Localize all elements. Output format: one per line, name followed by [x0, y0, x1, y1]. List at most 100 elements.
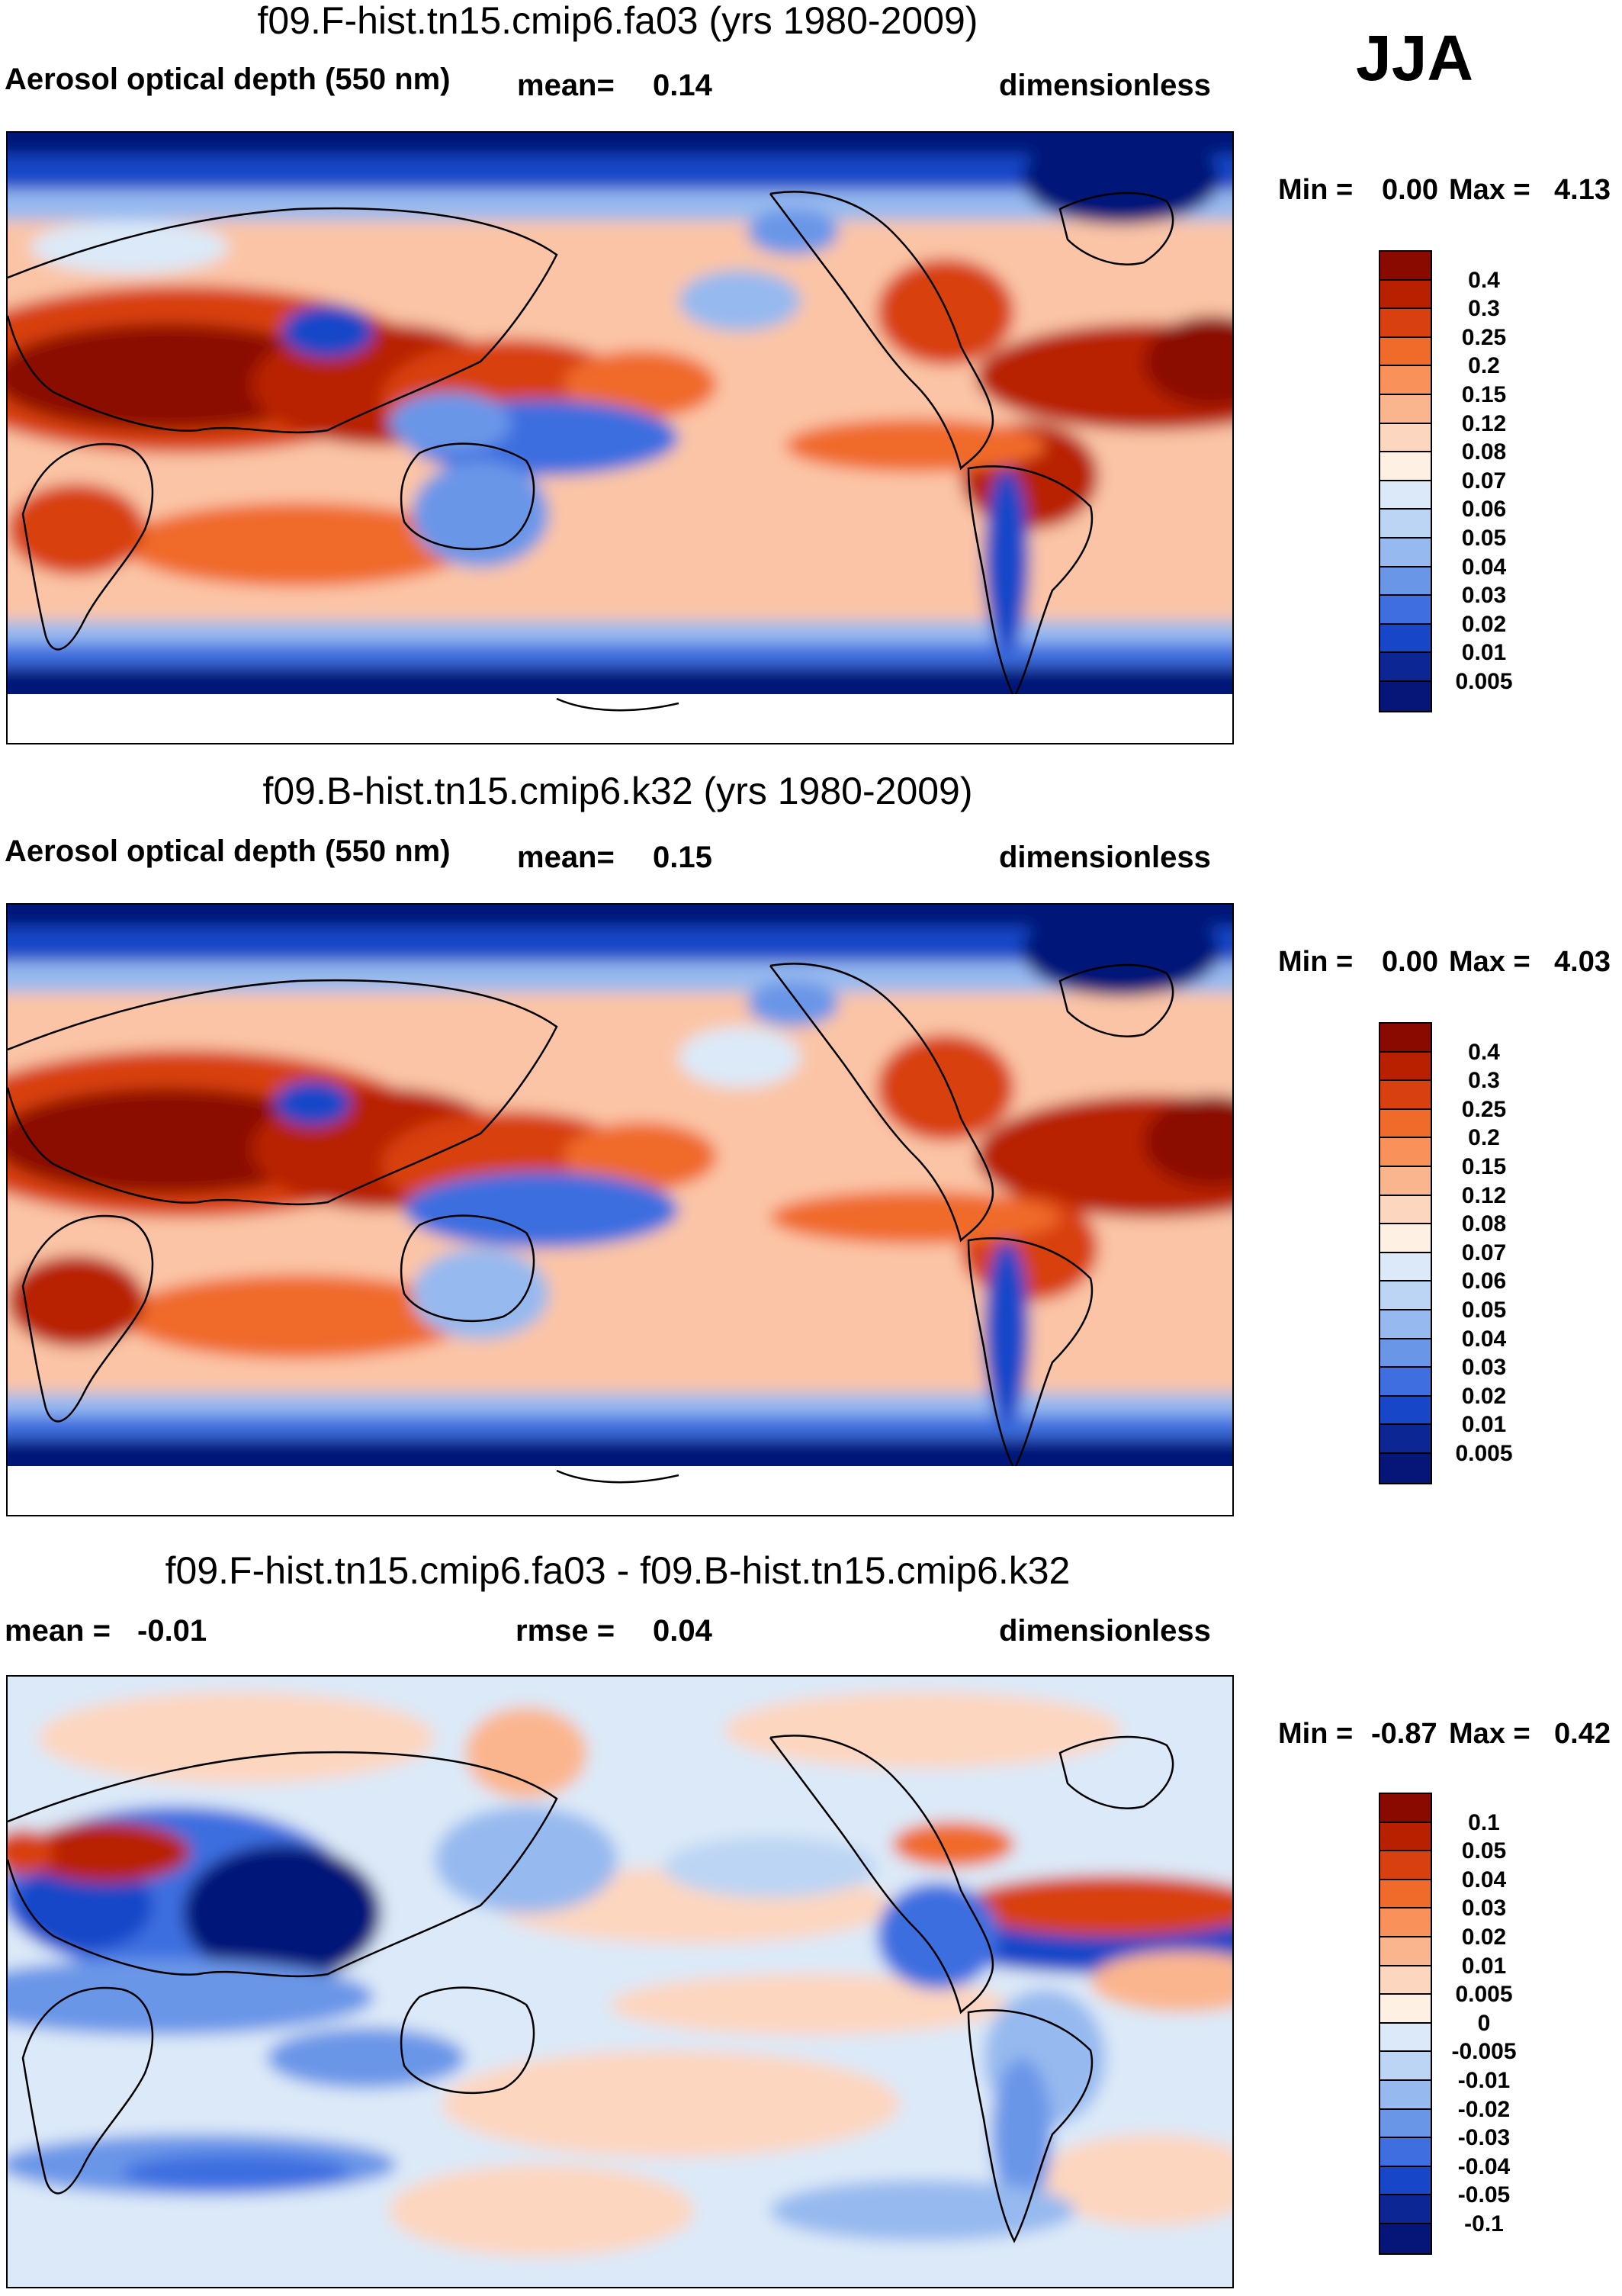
colorbar-level-label: 0.12 [1461, 1182, 1507, 1208]
colorbar-level-label: 0.03 [1461, 1355, 1507, 1381]
colorbar-swatch [1380, 1425, 1431, 1454]
panel-3-rmse-value: 0.04 [653, 1614, 712, 1648]
panel-2-max-value: 4.03 [1554, 946, 1611, 978]
colorbar-swatch [1380, 423, 1431, 453]
colorbar-swatch [1380, 538, 1431, 568]
panel-3-units: dimensionless [999, 1614, 1211, 1648]
colorbar-swatch [1380, 2224, 1431, 2253]
colorbar-level-label: 0.3 [1468, 296, 1500, 322]
colorbar-level-label: 0.005 [1455, 669, 1513, 694]
colorbar-swatch [1380, 681, 1431, 711]
colorbar-swatch [1380, 1822, 1431, 1852]
panel-2-min-label: Min = [1278, 946, 1354, 978]
colorbar-swatch [1380, 394, 1431, 424]
colorbar-level-label: 0.04 [1461, 1326, 1507, 1352]
panel-2-variable: Aerosol optical depth (550 nm) [5, 834, 451, 868]
colorbar-level-label: 0 [1477, 2010, 1491, 2036]
colorbar-swatch [1380, 1851, 1431, 1880]
colorbar-level-label: 0.4 [1468, 267, 1500, 293]
colorbar-swatch [1380, 1995, 1431, 2024]
colorbar-swatch [1380, 1138, 1431, 1167]
colorbar-level-label: 0.05 [1461, 1838, 1507, 1864]
colorbar-level-label: 0.15 [1461, 382, 1507, 407]
panel-3-rmse-label: rmse = [516, 1614, 615, 1648]
colorbar-swatch [1380, 1453, 1431, 1483]
panel-1-map [6, 131, 1234, 744]
panel-1-max-label: Max = [1449, 174, 1530, 206]
panel-1-variable: Aerosol optical depth (550 nm) [5, 63, 451, 96]
panel-1-colorbar [1379, 250, 1432, 712]
colorbar-swatch [1380, 1909, 1431, 1937]
colorbar-level-label: -0.05 [1457, 2182, 1511, 2208]
panel-3-mean-value: -0.01 [137, 1614, 207, 1648]
colorbar-level-label: 0.07 [1461, 468, 1507, 494]
colorbar-swatch [1380, 309, 1431, 338]
colorbar-swatch [1380, 1937, 1431, 1966]
panel-2-max-label: Max = [1449, 946, 1530, 978]
colorbar-level-label: 0.03 [1461, 583, 1507, 609]
colorbar-swatch [1380, 1166, 1431, 1196]
panel-1-min-value: 0.00 [1382, 174, 1438, 206]
colorbar-level-label: 0.15 [1461, 1154, 1507, 1179]
colorbar-swatch [1380, 2109, 1431, 2139]
colorbar-level-label: 0.02 [1461, 1925, 1507, 1950]
colorbar-swatch [1380, 280, 1431, 310]
colorbar-swatch [1380, 2052, 1431, 2081]
colorbar-level-label: 0.005 [1455, 1441, 1513, 1466]
colorbar-level-label: 0.01 [1461, 640, 1507, 666]
colorbar-swatch [1380, 1396, 1431, 1426]
colorbar-swatch [1380, 2166, 1431, 2196]
panel-3-min-label: Min = [1278, 1718, 1354, 1750]
colorbar-swatch [1380, 1966, 1431, 1995]
panel-1-units: dimensionless [999, 69, 1211, 102]
colorbar-level-label: 0.12 [1461, 410, 1507, 436]
colorbar-level-label: 0.4 [1468, 1039, 1500, 1065]
colorbar-swatch [1380, 1224, 1431, 1253]
colorbar-level-label: 0.08 [1461, 439, 1507, 465]
panel-1-title: f09.F-hist.tn15.cmip6.fa03 (yrs 1980-200… [257, 0, 978, 42]
panel-3-min-value: -0.87 [1371, 1718, 1437, 1750]
colorbar-level-label: 0.25 [1461, 324, 1507, 350]
colorbar-swatch [1380, 252, 1431, 281]
colorbar-level-label: 0.07 [1461, 1240, 1507, 1265]
colorbar-level-label: 0.08 [1461, 1211, 1507, 1237]
colorbar-level-label: 0.1 [1468, 1809, 1500, 1835]
panel-1-mean-label: mean= [517, 69, 615, 102]
colorbar-level-label: 0.04 [1461, 554, 1507, 580]
colorbar-swatch [1380, 1024, 1431, 1053]
panel-3-title: f09.F-hist.tn15.cmip6.fa03 - f09.B-hist.… [165, 1549, 1071, 1592]
panel-2-mean-value: 0.15 [653, 841, 712, 874]
colorbar-swatch [1380, 1081, 1431, 1110]
panel-2-colorbar [1379, 1022, 1432, 1484]
panel-2-units: dimensionless [999, 841, 1211, 874]
panel-1-min-label: Min = [1278, 174, 1354, 206]
panel-2-mean-label: mean= [517, 841, 615, 874]
colorbar-swatch [1380, 2080, 1431, 2110]
colorbar-level-label: 0.05 [1461, 526, 1507, 551]
colorbar-swatch [1380, 2023, 1431, 2053]
panel-3-max-label: Max = [1449, 1718, 1530, 1750]
panel-2-min-value: 0.00 [1382, 946, 1438, 978]
colorbar-level-label: 0.2 [1468, 353, 1500, 379]
panel-3-map [6, 1675, 1234, 2288]
panel-2-title: f09.B-hist.tn15.cmip6.k32 (yrs 1980-2009… [262, 770, 973, 812]
colorbar-swatch [1380, 1368, 1431, 1397]
colorbar-swatch [1380, 1339, 1431, 1368]
colorbar-swatch [1380, 452, 1431, 481]
colorbar-swatch [1380, 624, 1431, 654]
colorbar-level-label: 0.01 [1461, 1412, 1507, 1438]
colorbar-swatch [1380, 653, 1431, 682]
colorbar-level-label: 0.3 [1468, 1068, 1500, 1094]
colorbar-level-label: 0.06 [1461, 1269, 1507, 1294]
colorbar-swatch [1380, 1310, 1431, 1339]
colorbar-level-label: 0.02 [1461, 611, 1507, 637]
colorbar-swatch [1380, 596, 1431, 625]
colorbar-swatch [1380, 366, 1431, 395]
panel-1-map-svg [8, 133, 1232, 743]
panel-3-map-svg [8, 1677, 1232, 2287]
panel-3-colorbar [1379, 1793, 1432, 2255]
colorbar-level-label: 0.005 [1455, 1982, 1513, 2008]
panel-2-map [6, 903, 1234, 1516]
colorbar-swatch [1380, 2138, 1431, 2167]
colorbar-swatch [1380, 481, 1431, 510]
